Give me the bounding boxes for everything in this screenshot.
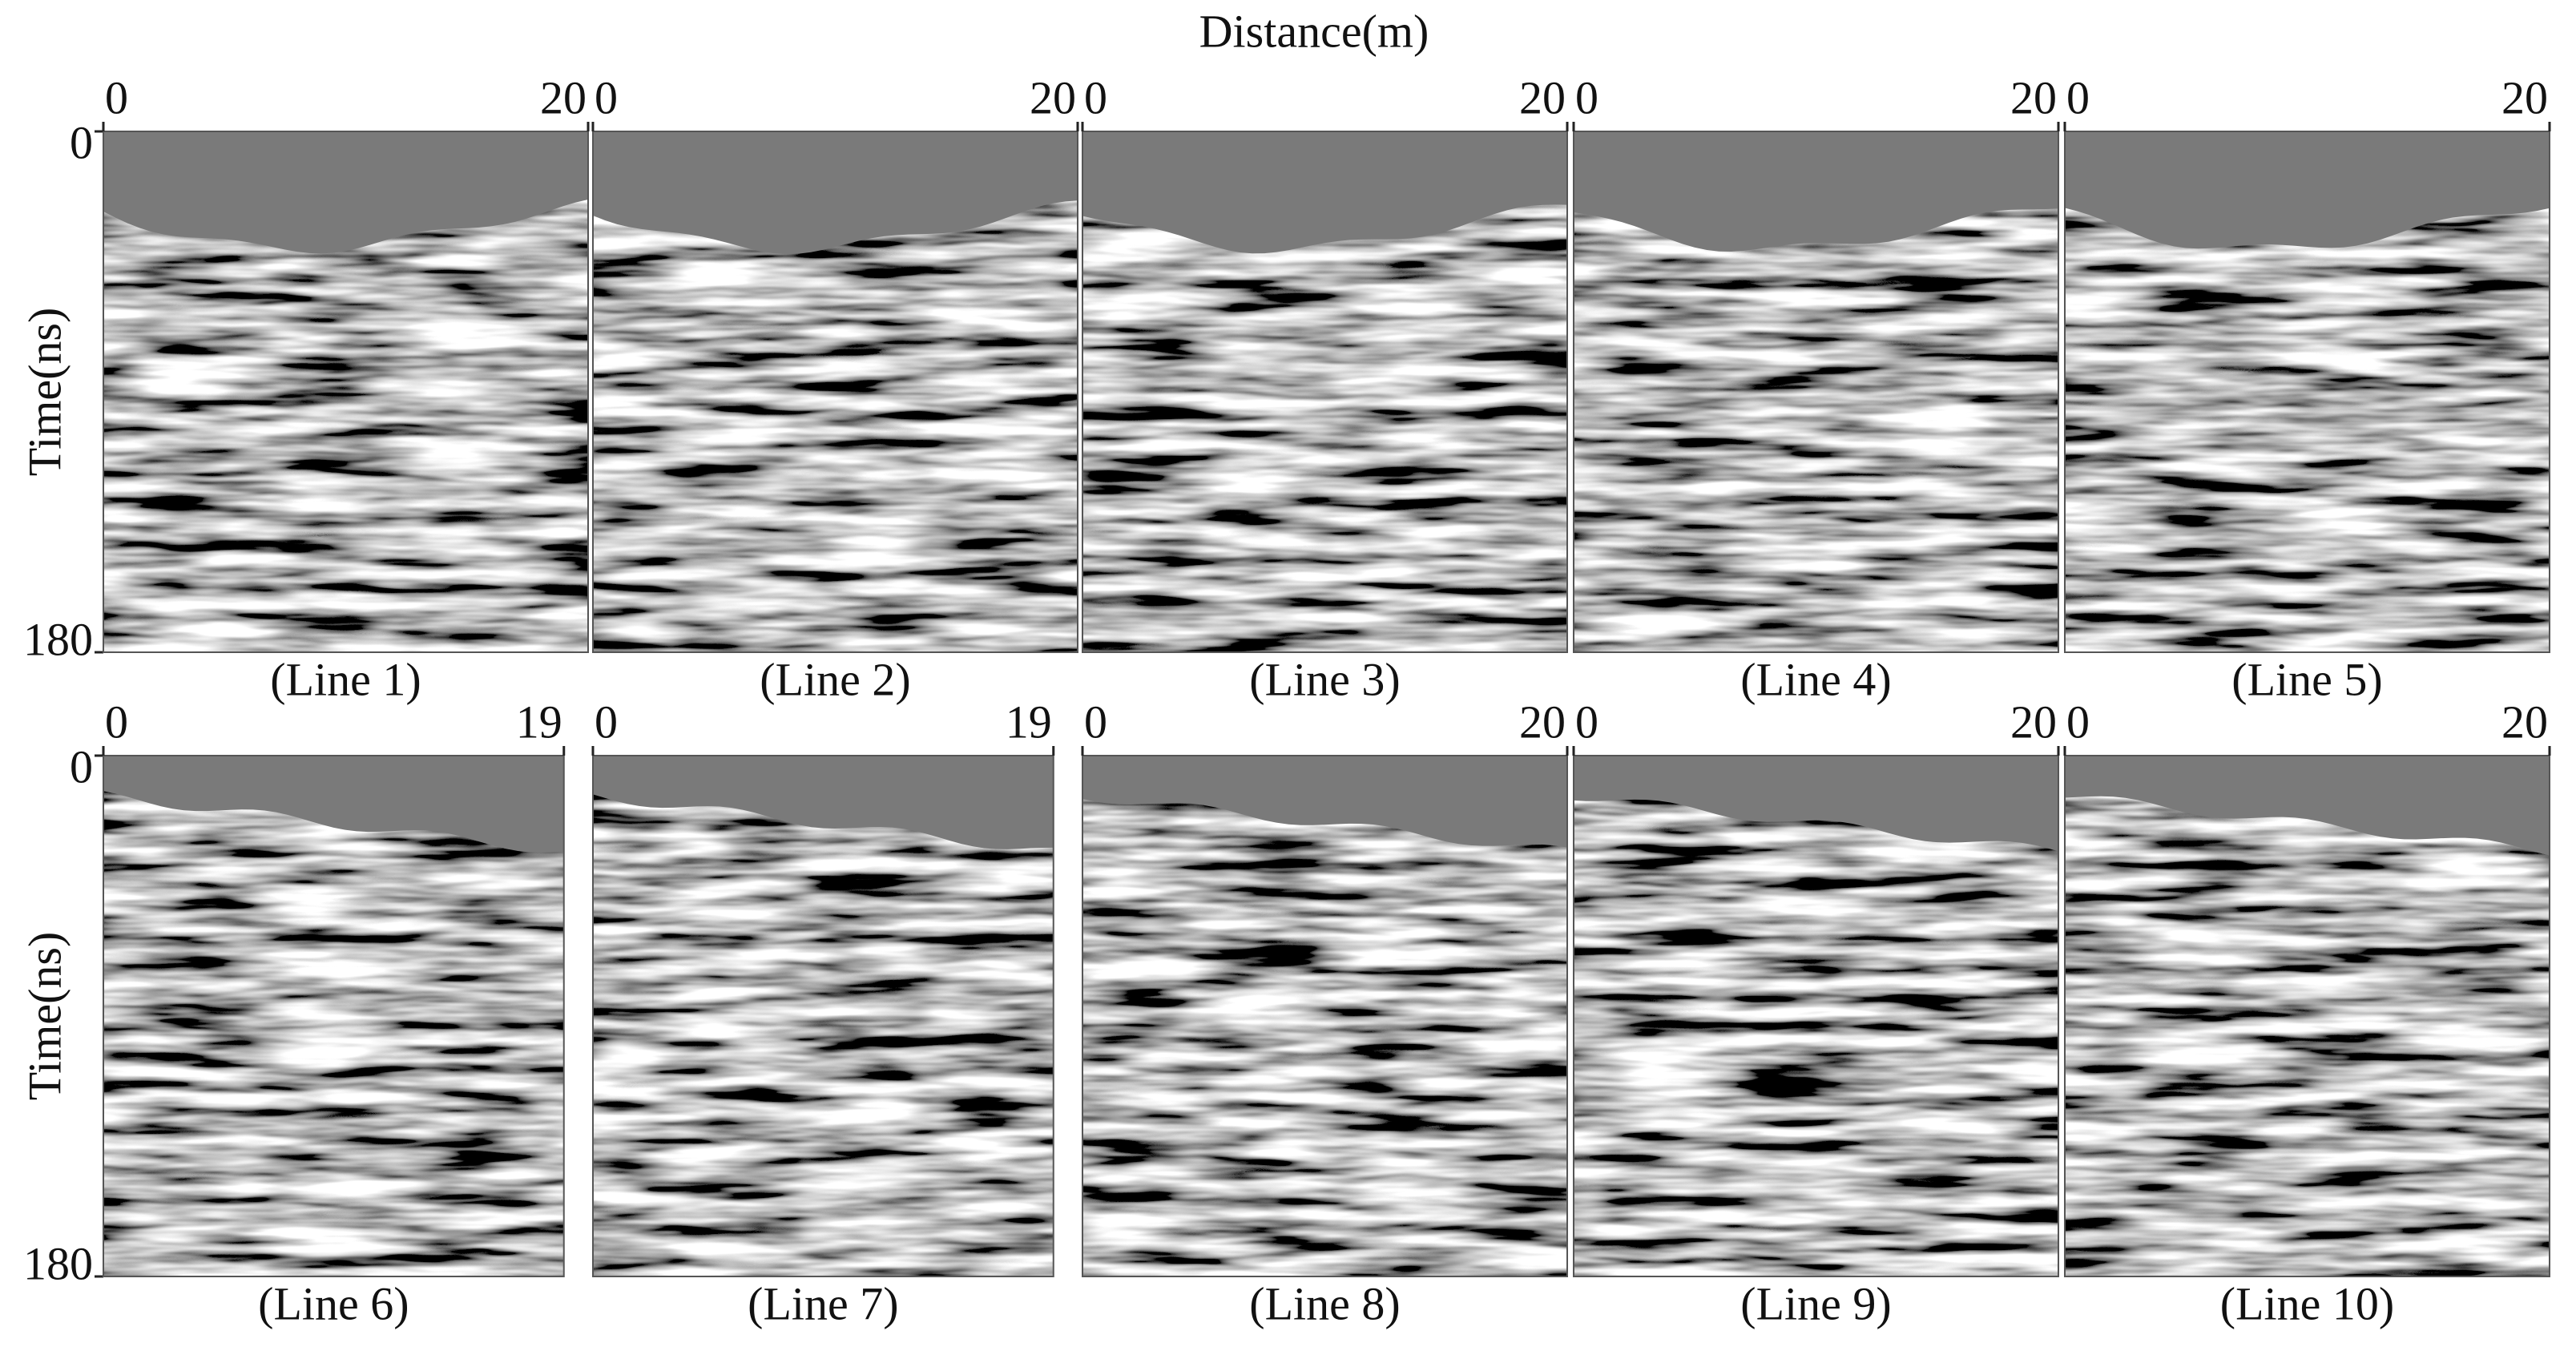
air-layer <box>1082 131 1567 254</box>
air-layer <box>1574 756 2058 852</box>
air-layer <box>2065 131 2550 249</box>
y-tick-label: 0 <box>70 116 93 168</box>
x-tick-label: 0 <box>2066 71 2090 123</box>
y-axis-title: Time(ns) <box>18 932 71 1101</box>
air-layer <box>1082 756 1567 848</box>
panel-frame <box>103 755 565 1277</box>
x-tick-label: 19 <box>516 696 562 748</box>
radargram <box>1574 756 2058 1276</box>
x-tick-label: 20 <box>2501 696 2548 748</box>
panel-label: (Line 5) <box>2231 653 2382 705</box>
panel-frame <box>592 131 1078 653</box>
x-axis-title: Distance(m) <box>1199 5 1429 57</box>
x-tick-label: 0 <box>595 696 618 748</box>
panel-label: (Line 10) <box>2220 1277 2394 1329</box>
air-layer <box>103 131 588 254</box>
y-tick-label: 180 <box>23 613 93 665</box>
radargram <box>2065 756 2550 1276</box>
air-layer <box>1574 131 2058 252</box>
panel-frame <box>1573 755 2059 1277</box>
panel-label: (Line 4) <box>1740 653 1891 705</box>
x-tick-label: 0 <box>1575 71 1598 123</box>
x-tick-label: 0 <box>2066 696 2090 748</box>
x-tick-label: 0 <box>105 696 128 748</box>
panel-label: (Line 8) <box>1249 1277 1400 1329</box>
y-axis-title: Time(ns) <box>18 308 71 477</box>
x-tick-label: 20 <box>1030 71 1076 123</box>
panel-frame <box>1082 755 1568 1277</box>
x-tick-label: 0 <box>595 71 618 123</box>
panel-frame <box>2064 131 2550 653</box>
y-tick-label: 180 <box>23 1237 93 1289</box>
panel-frame <box>103 131 589 653</box>
x-tick-label: 0 <box>105 71 128 123</box>
x-tick-label: 0 <box>1084 71 1107 123</box>
x-tick-label: 20 <box>1519 71 1566 123</box>
panel-label: (Line 2) <box>760 653 910 705</box>
air-layer <box>103 756 564 853</box>
panel-frame <box>1082 131 1568 653</box>
air-layer <box>593 131 1078 255</box>
air-layer <box>593 756 1054 849</box>
y-tick-label: 0 <box>70 740 93 792</box>
panel-label: (Line 3) <box>1249 653 1400 705</box>
x-tick-label: 20 <box>2501 71 2548 123</box>
panel-label: (Line 9) <box>1740 1277 1891 1329</box>
panel-label: (Line 7) <box>748 1277 898 1329</box>
x-tick-label: 20 <box>1519 696 1566 748</box>
panel-frame <box>2064 755 2550 1277</box>
panel-frame <box>1573 131 2059 653</box>
x-tick-label: 20 <box>540 71 587 123</box>
panel-label: (Line 6) <box>258 1277 409 1329</box>
x-tick-label: 19 <box>1006 696 1052 748</box>
x-tick-label: 20 <box>2010 696 2057 748</box>
air-layer <box>2065 756 2550 856</box>
x-tick-label: 0 <box>1084 696 1107 748</box>
panel-frame <box>592 755 1054 1277</box>
x-tick-label: 20 <box>2010 71 2057 123</box>
panel-label: (Line 1) <box>270 653 421 705</box>
x-tick-label: 0 <box>1575 696 1598 748</box>
